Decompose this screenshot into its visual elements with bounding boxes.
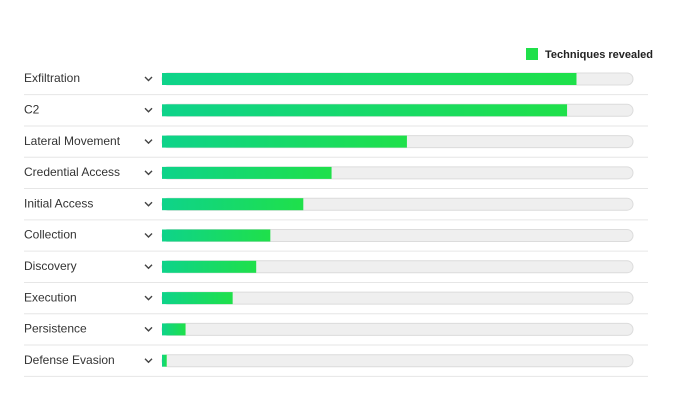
expand-chevron[interactable] xyxy=(144,139,153,145)
expand-chevron[interactable] xyxy=(144,107,153,113)
category-label: Defense Evasion xyxy=(24,353,115,367)
bar xyxy=(162,229,271,242)
bar xyxy=(162,292,233,305)
bar xyxy=(162,73,577,85)
bar-track xyxy=(161,354,634,368)
bar xyxy=(162,135,407,148)
category-label: Lateral Movement xyxy=(24,134,121,148)
legend-swatch xyxy=(526,48,538,60)
expand-chevron[interactable] xyxy=(144,358,153,364)
legend-label: Techniques revealed xyxy=(545,49,653,61)
expand-chevron[interactable] xyxy=(144,264,153,270)
category-label: Persistence xyxy=(24,322,87,336)
category-label: C2 xyxy=(24,102,40,116)
bar xyxy=(162,323,186,336)
expand-chevron[interactable] xyxy=(144,76,153,82)
bar-track xyxy=(161,322,634,336)
bar xyxy=(162,198,304,211)
bar xyxy=(162,166,332,179)
expand-chevron[interactable] xyxy=(144,170,153,176)
category-label: Execution xyxy=(24,290,77,304)
category-label: Initial Access xyxy=(24,196,93,210)
expand-chevron[interactable] xyxy=(144,233,153,238)
expand-chevron[interactable] xyxy=(144,326,153,332)
bar xyxy=(162,260,257,273)
category-label: Exfiltration xyxy=(24,71,80,85)
expand-chevron[interactable] xyxy=(144,201,153,207)
expand-chevron[interactable] xyxy=(144,295,153,301)
bar xyxy=(162,104,568,117)
category-label: Discovery xyxy=(24,259,77,273)
bar xyxy=(162,354,167,367)
category-label: Credential Access xyxy=(24,165,120,179)
category-label: Collection xyxy=(24,228,77,242)
